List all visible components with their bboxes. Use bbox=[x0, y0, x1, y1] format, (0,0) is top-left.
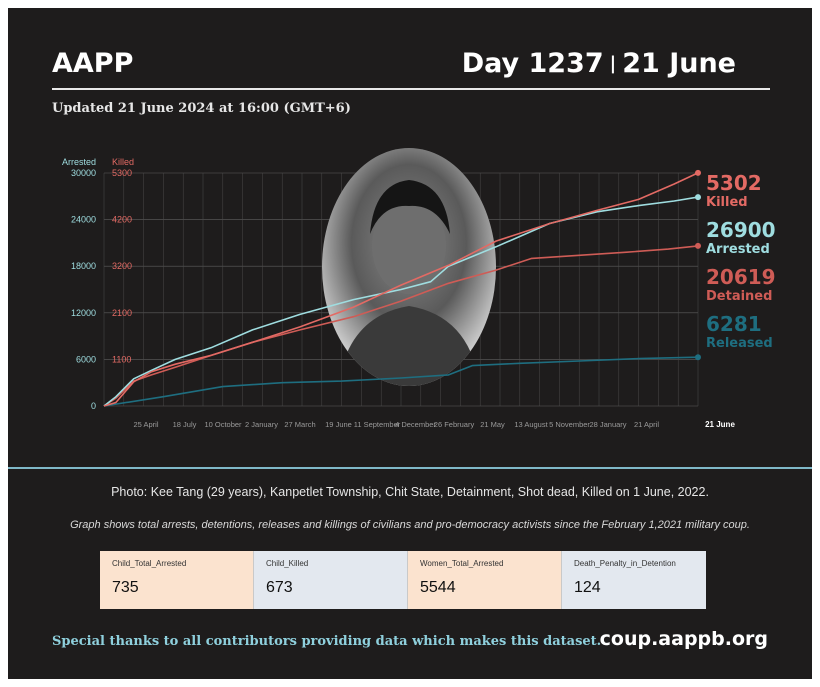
y-tick-left: 24000 bbox=[71, 215, 96, 225]
y-tick-right: 4200 bbox=[112, 215, 132, 225]
series-line-arrested bbox=[103, 196, 699, 407]
y-tick-left: 0 bbox=[91, 401, 96, 411]
x-tick-label: 26 February bbox=[434, 420, 475, 429]
axis-title-killed: Killed bbox=[112, 157, 134, 167]
section-divider bbox=[8, 467, 812, 469]
x-tick-label: 13 August bbox=[514, 420, 548, 429]
end-label-name: Killed bbox=[706, 195, 748, 210]
series-end-dot-released bbox=[695, 354, 701, 361]
updated-timestamp: Updated 21 June 2024 at 16:00 (GMT+6) bbox=[52, 101, 351, 116]
stat-card-child-arrested: Child_Total_Arrested 735 bbox=[100, 551, 254, 609]
series-line-detained bbox=[103, 245, 699, 407]
x-tick-label: 4 December bbox=[395, 420, 436, 429]
portrait-photo bbox=[322, 148, 496, 386]
day-date: 21 June bbox=[622, 48, 736, 79]
photo-hair bbox=[370, 180, 450, 234]
day-separator: | bbox=[609, 53, 617, 74]
end-label-name: Detained bbox=[706, 289, 772, 304]
end-label-value: 20619 bbox=[706, 265, 776, 289]
stat-value: 735 bbox=[112, 579, 139, 596]
series-line-released bbox=[103, 356, 699, 407]
stat-card-death-penalty: Death_Penalty_in_Detention 124 bbox=[562, 551, 706, 609]
thanks-note: Special thanks to all contributors provi… bbox=[52, 634, 602, 649]
series-line-killed bbox=[103, 172, 699, 407]
end-label-value: 26900 bbox=[706, 218, 776, 242]
x-tick-label: 19 June bbox=[325, 420, 352, 429]
brand-title: AAPP bbox=[52, 48, 134, 79]
stat-label: Death_Penalty_in_Detention bbox=[574, 559, 676, 568]
series-end-dot-detained bbox=[695, 242, 701, 249]
day-number: Day 1237 bbox=[461, 48, 604, 79]
axis-title-arrested: Arrested bbox=[62, 157, 96, 167]
end-label-name: Released bbox=[706, 336, 773, 351]
header-rule bbox=[52, 88, 770, 90]
series-end-dot-killed bbox=[695, 169, 701, 176]
photo-face bbox=[372, 198, 446, 294]
infographic-panel: AAPP Day 1237 | 21 June Updated 21 June 20… bbox=[8, 8, 812, 679]
stat-card-child-killed: Child_Killed 673 bbox=[254, 551, 408, 609]
x-tick-label: 21 May bbox=[480, 420, 505, 429]
y-tick-right: 3200 bbox=[112, 261, 132, 271]
stat-label: Child_Total_Arrested bbox=[112, 559, 187, 568]
x-end-label: 21 June bbox=[705, 420, 735, 429]
y-tick-left: 12000 bbox=[71, 308, 96, 318]
y-tick-right: 1100 bbox=[112, 354, 131, 364]
stat-label: Child_Killed bbox=[266, 559, 309, 568]
x-tick-label: 2 January bbox=[245, 420, 278, 429]
photo-shoulders bbox=[338, 306, 480, 386]
x-tick-label: 27 March bbox=[284, 420, 315, 429]
y-tick-left: 30000 bbox=[71, 168, 96, 178]
x-tick-label: 25 April bbox=[133, 420, 158, 429]
stat-value: 124 bbox=[574, 579, 601, 596]
end-label-value: 6281 bbox=[706, 312, 762, 336]
cumulative-line-chart: Arrested Killed 30000 24000 18000 12000 6000 0 5… bbox=[62, 148, 776, 429]
x-tick-label: 21 April bbox=[634, 420, 659, 429]
stats-row: Child_Total_Arrested 735 Child_Killed 67… bbox=[100, 551, 706, 609]
x-tick-label: 18 July bbox=[173, 420, 197, 429]
x-tick-label: 11 September bbox=[354, 420, 401, 429]
y-tick-left: 18000 bbox=[71, 261, 96, 271]
y-tick-left: 6000 bbox=[76, 354, 96, 364]
end-label-value: 5302 bbox=[706, 171, 762, 195]
stat-value: 673 bbox=[266, 579, 293, 596]
graph-note: Graph shows total arrests, detentions, r… bbox=[70, 519, 750, 531]
stat-label: Women_Total_Arrested bbox=[420, 559, 504, 568]
y-tick-right: 2100 bbox=[112, 308, 132, 318]
x-tick-label: 5 November bbox=[549, 420, 590, 429]
stat-card-women-arrested: Women_Total_Arrested 5544 bbox=[408, 551, 562, 609]
x-tick-label: 28 January bbox=[589, 420, 626, 429]
stat-value: 5544 bbox=[420, 579, 456, 596]
y-tick-right: 5300 bbox=[112, 168, 132, 178]
day-counter: Day 1237 | 21 June bbox=[462, 48, 736, 79]
photo-caption: Photo: Kee Tang (29 years), Kanpetlet To… bbox=[111, 485, 709, 499]
series-end-dot-arrested bbox=[695, 194, 701, 201]
site-url[interactable]: coup.aappb.org bbox=[599, 628, 768, 650]
end-label-name: Arrested bbox=[706, 242, 770, 257]
x-tick-label: 10 October bbox=[204, 420, 242, 429]
